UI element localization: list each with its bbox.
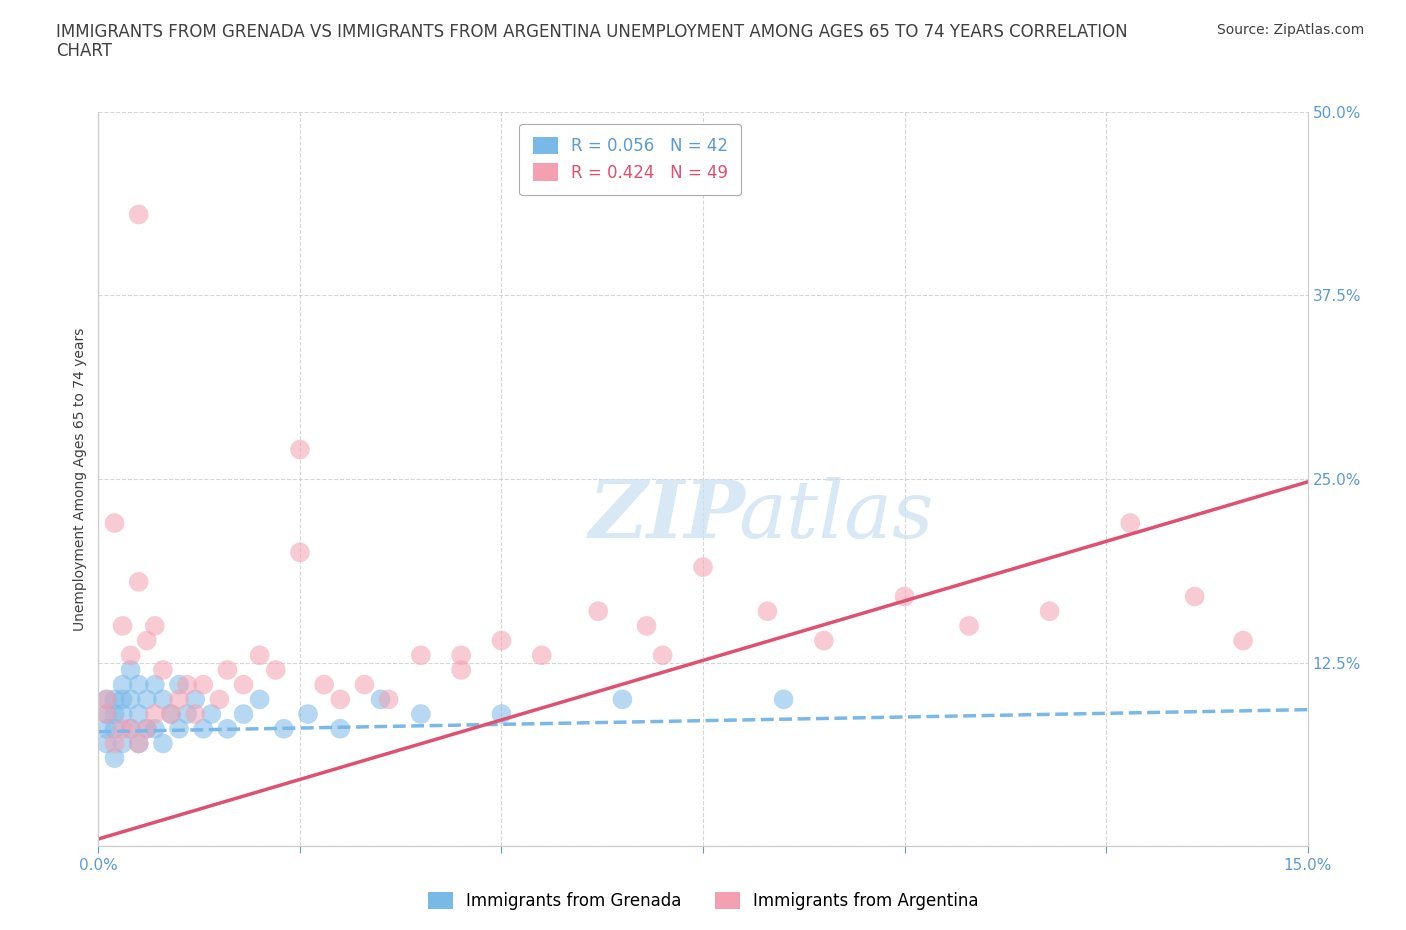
Point: [288, 442, 311, 457]
Point: [152, 662, 174, 677]
Point: [128, 207, 150, 222]
Point: [103, 722, 125, 737]
Point: [184, 692, 207, 707]
Point: [103, 736, 125, 751]
Point: [176, 677, 198, 692]
Point: [120, 722, 142, 737]
Point: [184, 707, 207, 722]
Point: [111, 618, 134, 633]
Point: [143, 722, 166, 737]
Point: [232, 677, 254, 692]
Point: [636, 618, 658, 633]
Point: [143, 707, 166, 722]
Point: [128, 736, 150, 751]
Point: [329, 722, 352, 737]
Point: [813, 633, 835, 648]
Point: [491, 707, 513, 722]
Point: [1232, 633, 1254, 648]
Point: [152, 736, 174, 751]
Point: [135, 722, 157, 737]
Point: [651, 648, 673, 663]
Point: [586, 604, 609, 618]
Point: [176, 707, 198, 722]
Point: [249, 692, 271, 707]
Point: [143, 677, 166, 692]
Point: [314, 677, 336, 692]
Point: [103, 692, 125, 707]
Point: [273, 722, 295, 737]
Point: [111, 722, 134, 737]
Text: Source: ZipAtlas.com: Source: ZipAtlas.com: [1216, 23, 1364, 37]
Point: [96, 707, 118, 722]
Point: [167, 722, 190, 737]
Legend: R = 0.056   N = 42, R = 0.424   N = 49: R = 0.056 N = 42, R = 0.424 N = 49: [519, 124, 741, 195]
Point: [530, 648, 553, 663]
Text: atlas: atlas: [738, 477, 934, 554]
Point: [143, 618, 166, 633]
Text: ZIP: ZIP: [588, 477, 745, 554]
Point: [208, 692, 231, 707]
Point: [772, 692, 794, 707]
Point: [96, 736, 118, 751]
Point: [128, 575, 150, 590]
Point: [692, 560, 714, 575]
Point: [264, 662, 287, 677]
Point: [128, 736, 150, 751]
Point: [193, 722, 215, 737]
Point: [103, 515, 125, 530]
Point: [111, 677, 134, 692]
Point: [96, 707, 118, 722]
Point: [756, 604, 779, 618]
Point: [957, 618, 980, 633]
Point: [160, 707, 183, 722]
Point: [135, 722, 157, 737]
Point: [450, 662, 472, 677]
Point: [96, 692, 118, 707]
Point: [232, 707, 254, 722]
Text: CHART: CHART: [56, 42, 112, 60]
Point: [111, 707, 134, 722]
Point: [111, 692, 134, 707]
Text: IMMIGRANTS FROM GRENADA VS IMMIGRANTS FROM ARGENTINA UNEMPLOYMENT AMONG AGES 65 : IMMIGRANTS FROM GRENADA VS IMMIGRANTS FR…: [56, 23, 1128, 41]
Point: [409, 648, 432, 663]
Point: [103, 751, 125, 765]
Point: [160, 707, 183, 722]
Point: [152, 692, 174, 707]
Point: [120, 648, 142, 663]
Point: [612, 692, 634, 707]
Point: [103, 707, 125, 722]
Point: [329, 692, 352, 707]
Point: [491, 633, 513, 648]
Point: [120, 662, 142, 677]
Point: [249, 648, 271, 663]
Point: [1119, 515, 1142, 530]
Point: [167, 677, 190, 692]
Y-axis label: Unemployment Among Ages 65 to 74 years: Unemployment Among Ages 65 to 74 years: [73, 327, 87, 631]
Point: [377, 692, 399, 707]
Point: [135, 633, 157, 648]
Point: [288, 545, 311, 560]
Point: [135, 692, 157, 707]
Point: [450, 648, 472, 663]
Point: [353, 677, 375, 692]
Point: [200, 707, 222, 722]
Point: [96, 692, 118, 707]
Point: [193, 677, 215, 692]
Point: [120, 722, 142, 737]
Point: [1039, 604, 1062, 618]
Legend: Immigrants from Grenada, Immigrants from Argentina: Immigrants from Grenada, Immigrants from…: [420, 885, 986, 917]
Point: [217, 662, 239, 677]
Point: [111, 736, 134, 751]
Point: [297, 707, 319, 722]
Point: [96, 722, 118, 737]
Point: [128, 707, 150, 722]
Point: [167, 692, 190, 707]
Point: [409, 707, 432, 722]
Point: [120, 692, 142, 707]
Point: [217, 722, 239, 737]
Point: [1184, 589, 1206, 604]
Point: [128, 677, 150, 692]
Point: [893, 589, 915, 604]
Point: [370, 692, 392, 707]
